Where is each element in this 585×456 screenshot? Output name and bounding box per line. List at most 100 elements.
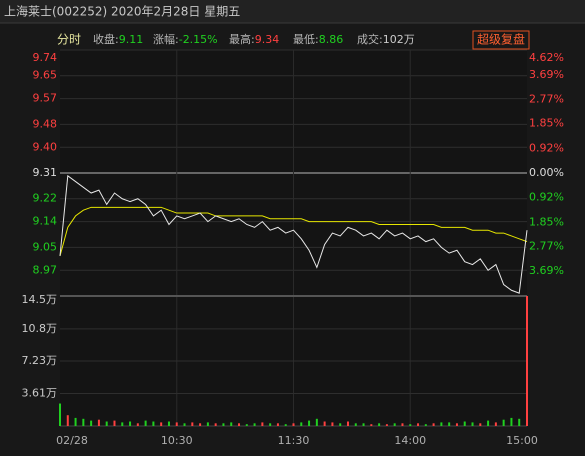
info-value: 8.86	[319, 33, 344, 46]
y-tick-label: 9.48	[33, 117, 58, 130]
volume-bar	[253, 423, 256, 426]
y-tick-label: 9.22	[33, 192, 58, 205]
volume-bar	[526, 296, 528, 426]
vol-tick-label: 10.8万	[22, 322, 58, 335]
y2-tick-label: 3.69%	[529, 264, 564, 277]
y2-tick-label: 0.92%	[529, 190, 564, 203]
y-tick-label: 9.05	[33, 240, 58, 253]
volume-bar	[432, 423, 435, 426]
y-tick-label: 9.14	[33, 215, 58, 228]
title-bar	[0, 0, 585, 23]
info-label: 最低:	[293, 33, 319, 46]
volume-bar	[238, 423, 241, 426]
x-tick-label: 10:30	[161, 434, 193, 447]
y-tick-label: 9.40	[33, 140, 58, 153]
y2-tick-label: 1.85%	[529, 215, 564, 228]
y-tick-label: 9.57	[33, 92, 58, 105]
x-tick-label: 02/28	[56, 434, 88, 447]
volume-bar	[448, 422, 451, 426]
volume-bar	[113, 420, 116, 426]
y2-tick-label: 3.69%	[529, 68, 564, 81]
volume-bar	[510, 417, 513, 426]
volume-bar	[518, 418, 521, 426]
volume-bar	[90, 420, 93, 426]
info-item: 涨幅:-2.15%	[153, 33, 218, 46]
volume-bar	[471, 422, 474, 426]
volume-bar	[66, 415, 69, 426]
y-tick-label: 8.97	[33, 263, 58, 276]
volume-bar	[121, 422, 124, 426]
volume-bar	[409, 424, 412, 426]
volume-bar	[401, 423, 404, 426]
volume-bar	[346, 421, 349, 426]
window-title: 上海莱士(002252) 2020年2月28日 星期五	[4, 4, 240, 19]
y2-tick-label: 4.62%	[529, 51, 564, 64]
volume-bar	[455, 423, 458, 426]
volume-bar	[362, 423, 365, 426]
volume-bar	[502, 419, 505, 426]
info-item: 成交:102万	[357, 32, 415, 46]
x-tick-label: 11:30	[278, 434, 310, 447]
review-button[interactable]: 超级复盘	[477, 32, 525, 47]
y-tick-label: 9.74	[33, 51, 58, 64]
volume-bar	[300, 422, 303, 426]
volume-bar	[269, 423, 272, 426]
average-line	[59, 206, 528, 257]
x-tick-label: 15:00	[506, 434, 538, 447]
tab-label[interactable]: 分时	[57, 33, 81, 47]
volume-bar	[183, 423, 186, 426]
vol-tick-label: 3.61万	[22, 387, 58, 400]
volume-bar	[385, 424, 388, 426]
y2-tick-label: 2.77%	[529, 92, 564, 105]
volume-bar	[463, 421, 466, 426]
y-tick-label: 9.31	[33, 166, 58, 179]
x-tick-label: 14:00	[394, 434, 426, 447]
volume-bar	[354, 423, 357, 426]
volume-bar	[308, 420, 311, 426]
price-line	[59, 174, 528, 294]
volume-bar	[370, 424, 373, 426]
volume-bar	[74, 417, 77, 426]
volume-bar	[206, 422, 209, 426]
button-frame[interactable]	[472, 30, 530, 50]
volume-bar	[230, 422, 233, 426]
y2-tick-label: 0.92%	[529, 142, 564, 155]
volume-bar	[487, 420, 490, 426]
volume-bar	[129, 421, 132, 426]
volume-bar	[167, 421, 170, 426]
volume-bar	[331, 422, 334, 426]
volume-bar	[160, 422, 163, 426]
volume-bar	[323, 421, 326, 426]
info-label: 涨幅:	[153, 33, 179, 46]
volume-bar	[393, 423, 396, 426]
volume-bar	[292, 423, 295, 426]
volume-bar	[214, 423, 217, 426]
volume-bar	[494, 422, 497, 426]
vol-tick-label: 14.5万	[22, 293, 58, 306]
volume-bar	[175, 422, 178, 426]
volume-bar	[245, 424, 248, 426]
volume-bar	[136, 423, 139, 426]
info-item: 最低:8.86	[293, 33, 343, 46]
volume-bar	[97, 419, 100, 426]
info-value: 102万	[383, 33, 415, 46]
y-tick-label: 9.65	[33, 69, 58, 82]
volume-bar	[105, 421, 108, 426]
volume-bar	[199, 423, 202, 426]
volume-bar	[59, 403, 61, 426]
volume-bar	[417, 423, 420, 426]
volume-bar	[144, 420, 147, 426]
volume-bar	[339, 423, 342, 426]
volume-bar	[82, 418, 85, 426]
volume-bar	[424, 424, 427, 426]
volume-bar	[191, 422, 194, 426]
info-label: 收盘:	[93, 32, 119, 46]
volume-bar	[378, 423, 381, 426]
info-label: 最高:	[229, 32, 255, 46]
volume-bar	[276, 423, 279, 426]
info-value: 9.11	[119, 33, 144, 46]
vol-tick-label: 7.23万	[22, 354, 58, 367]
volume-bar	[222, 423, 225, 426]
